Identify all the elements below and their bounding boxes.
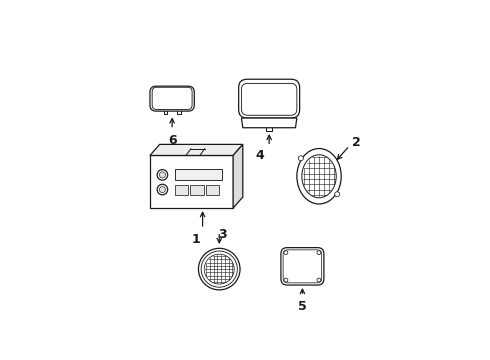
Text: 6: 6	[168, 134, 176, 147]
Text: 2: 2	[352, 136, 361, 149]
FancyBboxPatch shape	[150, 86, 195, 111]
Circle shape	[157, 184, 168, 195]
Text: 1: 1	[191, 233, 200, 246]
Circle shape	[317, 278, 321, 282]
Circle shape	[157, 170, 168, 180]
Polygon shape	[233, 144, 243, 208]
Circle shape	[284, 278, 288, 282]
FancyBboxPatch shape	[239, 79, 300, 118]
Bar	[175, 185, 188, 195]
Text: 3: 3	[218, 228, 226, 240]
Polygon shape	[242, 118, 297, 128]
Text: 5: 5	[298, 300, 307, 313]
Circle shape	[198, 248, 240, 290]
Ellipse shape	[297, 149, 341, 204]
Bar	[206, 185, 219, 195]
FancyBboxPatch shape	[281, 248, 324, 285]
Circle shape	[284, 251, 288, 255]
Circle shape	[201, 251, 237, 287]
Polygon shape	[150, 156, 233, 208]
Circle shape	[159, 172, 166, 178]
Text: 4: 4	[255, 149, 264, 162]
Bar	[191, 185, 204, 195]
Circle shape	[298, 156, 303, 161]
Bar	[175, 169, 222, 180]
Polygon shape	[150, 144, 243, 156]
Circle shape	[159, 186, 166, 193]
Circle shape	[317, 251, 321, 255]
Circle shape	[335, 192, 340, 197]
Ellipse shape	[302, 155, 336, 198]
Circle shape	[204, 254, 234, 284]
